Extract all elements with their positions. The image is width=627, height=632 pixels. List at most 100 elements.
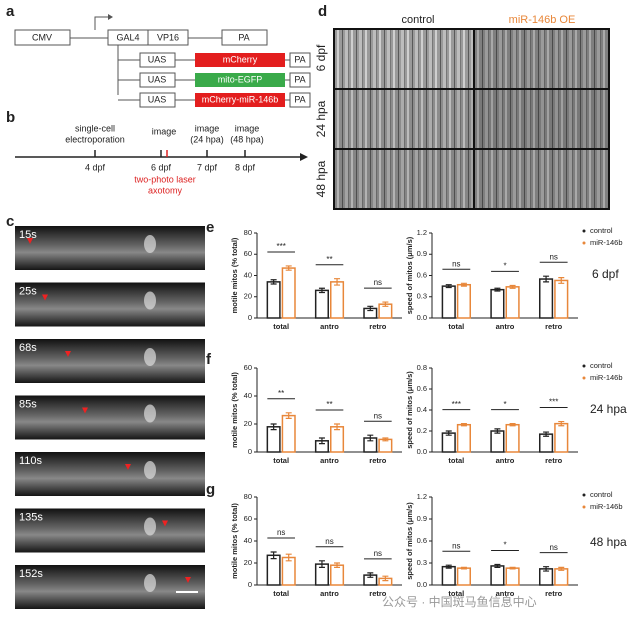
error-bar — [543, 431, 550, 437]
y-tick-label: 0.2 — [417, 426, 427, 435]
legend-marker — [582, 376, 586, 380]
row-label: 6 dpf — [314, 44, 328, 71]
bar — [490, 288, 505, 319]
cell-body — [144, 461, 156, 479]
uas: UAS — [148, 54, 167, 64]
y-tick-label: 20 — [244, 558, 252, 567]
y-tick-label: 20 — [244, 419, 252, 428]
image-strip — [15, 339, 205, 383]
image-strip — [15, 395, 205, 440]
significance-label: * — [503, 262, 506, 271]
error-bar — [445, 564, 452, 569]
construct-diagram: CMV GAL4 VP16 PA UAS mCherry PA UAS mito-EGF… — [14, 14, 311, 108]
significance-label: ns — [374, 278, 382, 287]
pa: PA — [294, 94, 305, 104]
error-bar — [285, 553, 292, 562]
time-label: 25s — [19, 285, 37, 297]
y-axis-label: speed of mitos (μm/s) — [405, 236, 414, 314]
timeline: single-cell electroporation image image … — [15, 123, 308, 195]
uas: UAS — [148, 74, 167, 84]
x-tick-label: antro — [496, 456, 515, 465]
time-label: 110s — [19, 455, 43, 467]
pa-box — [289, 52, 311, 68]
x-tick-label: total — [448, 322, 464, 331]
panel-letter: f — [206, 351, 212, 368]
gene-box — [195, 93, 285, 107]
y-axis-label: speed of mitos (μm/s) — [405, 502, 414, 580]
y-tick-label: 0.8 — [417, 363, 427, 372]
y-tick-label: 0.3 — [417, 292, 427, 301]
cell-body — [144, 574, 156, 592]
bar — [456, 423, 472, 453]
error-bar — [334, 278, 341, 286]
red-marker — [125, 464, 131, 470]
legend-label: miR-146b — [590, 502, 623, 511]
x-tick-label: retro — [545, 589, 563, 598]
panel-letter: a — [6, 3, 15, 20]
error-bar — [334, 423, 341, 431]
step-label: (48 hpa) — [230, 134, 264, 144]
error-bar — [382, 301, 389, 307]
error-bar — [382, 437, 389, 442]
bar — [505, 423, 520, 453]
image-strip — [15, 508, 205, 553]
bar — [281, 556, 296, 586]
gal4: GAL4 — [116, 32, 139, 42]
significance-label: ** — [326, 400, 332, 409]
cell-body — [144, 404, 156, 423]
red-marker — [82, 407, 88, 414]
x-tick-label: antro — [320, 322, 339, 331]
bar — [266, 426, 281, 453]
x-tick-label: antro — [320, 589, 339, 598]
error-bar — [543, 275, 550, 283]
y-tick-label: 0 — [248, 447, 252, 456]
panel-letter: e — [206, 219, 214, 236]
red-marker — [65, 351, 71, 357]
step-label: image — [195, 123, 220, 133]
legend-marker — [582, 364, 586, 368]
y-tick-label: 60 — [244, 363, 252, 372]
y-tick-label: 1.2 — [417, 228, 427, 237]
y-axis-label: motile mitos (% total) — [230, 503, 239, 579]
significance-label: ns — [549, 543, 557, 552]
x-tick-label: total — [273, 589, 289, 598]
significance-label: *** — [452, 400, 461, 409]
legend-marker — [582, 241, 586, 245]
y-tick-label: 0.0 — [417, 313, 427, 322]
bar — [330, 426, 345, 453]
vp16: VP16 — [157, 32, 179, 42]
error-bar — [318, 287, 325, 294]
uas: UAS — [148, 94, 167, 104]
legend-label: control — [590, 490, 613, 499]
step-label: image — [235, 123, 260, 133]
cmv: CMV — [32, 32, 52, 42]
step-label: (24 hpa) — [190, 134, 224, 144]
x-tick-label: retro — [545, 322, 563, 331]
significance-label: *** — [549, 398, 558, 407]
y-tick-label: 0.6 — [417, 384, 427, 393]
cell-body — [144, 517, 156, 536]
y-tick-label: 0.0 — [417, 447, 427, 456]
y-tick-label: 0.6 — [417, 270, 427, 279]
y-tick-label: 1.2 — [417, 492, 427, 501]
bar — [441, 285, 456, 319]
red-marker — [162, 520, 168, 527]
bar — [314, 289, 329, 319]
y-axis-label: motile mitos (% total) — [230, 372, 239, 448]
step-label: electroporation — [65, 134, 125, 144]
significance-label: ns — [549, 252, 557, 261]
y-tick-label: 60 — [244, 249, 252, 258]
cell-body — [144, 235, 156, 253]
x-tick-label: retro — [369, 589, 387, 598]
bar — [441, 432, 456, 453]
y-tick-label: 40 — [244, 536, 252, 545]
error-bar — [460, 282, 467, 287]
x-tick-label: retro — [369, 322, 387, 331]
gene: mito-EGFP — [218, 74, 263, 84]
column-label: miR-146b OE — [509, 14, 576, 26]
image-strip — [15, 452, 205, 496]
error-bar — [270, 279, 277, 285]
y-tick-label: 0 — [248, 313, 252, 322]
bar — [554, 422, 569, 453]
